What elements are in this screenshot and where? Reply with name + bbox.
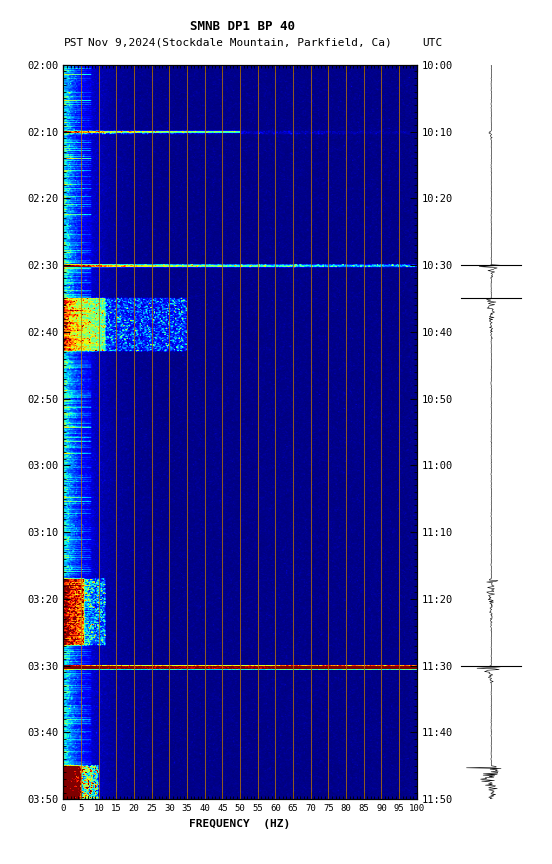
Text: SMNB DP1 BP 40: SMNB DP1 BP 40 (190, 20, 295, 33)
X-axis label: FREQUENCY  (HZ): FREQUENCY (HZ) (189, 818, 291, 829)
Text: UTC: UTC (422, 37, 443, 48)
Text: PST: PST (63, 37, 84, 48)
Text: Nov 9,2024(Stockdale Mountain, Parkfield, Ca): Nov 9,2024(Stockdale Mountain, Parkfield… (88, 37, 392, 48)
